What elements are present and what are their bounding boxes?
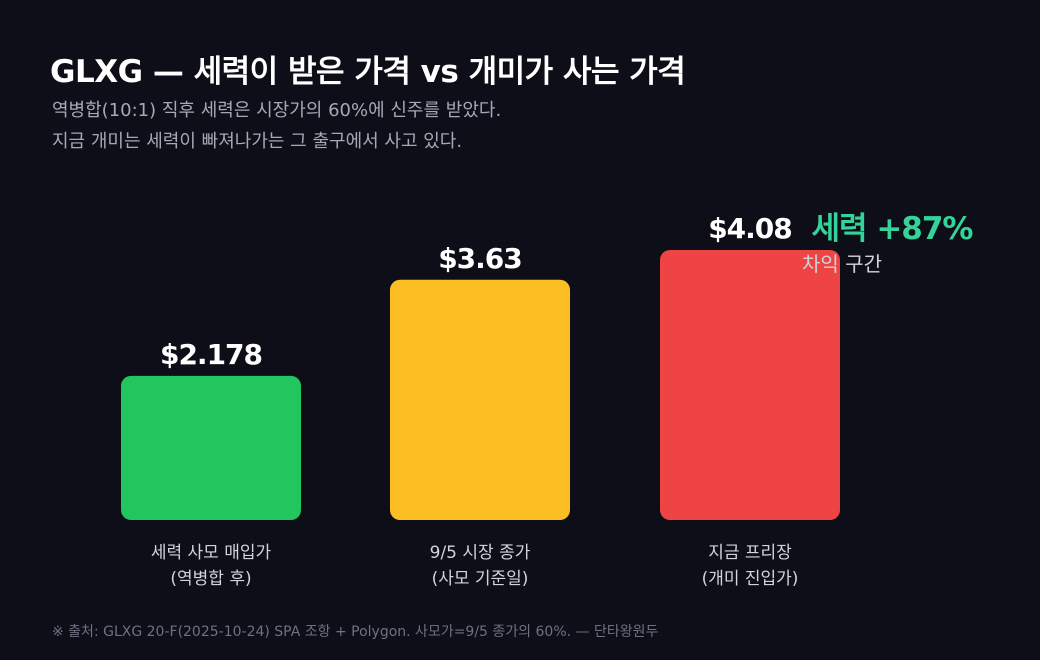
value-label-3: $4.08 [708, 212, 792, 245]
subtitle-line-1: 역병합(10:1) 직후 세력은 시장가의 60%에 신주를 받았다. [52, 100, 502, 121]
category-label-2-line-1: 9/5 시장 종가 [430, 543, 531, 563]
annotation-sublabel: 차익 구간 [802, 252, 882, 276]
annotation-label: 세력 +87% [811, 211, 973, 247]
category-label-3-line-1: 지금 프리장 [708, 543, 792, 563]
subtitle-line-2: 지금 개미는 세력이 빠져나가는 그 출구에서 사고 있다. [52, 131, 463, 152]
chart-title: GLXG — 세력이 받은 가격 vs 개미가 사는 가격 [50, 54, 686, 90]
source-footnote: ※ 출처: GLXG 20-F(2025-10-24) SPA 조항 + Pol… [52, 624, 659, 640]
category-label-1-line-2: (역병합 후) [170, 569, 251, 589]
category-label-3-line-2: (개미 진입가) [702, 569, 799, 589]
value-label-1: $2.178 [160, 338, 262, 371]
bar-3 [660, 250, 840, 520]
bar-2 [390, 279, 570, 520]
value-label-2: $3.63 [438, 242, 522, 275]
category-label-1-line-1: 세력 사모 매입가 [151, 543, 272, 563]
bar-1 [121, 375, 301, 520]
category-label-2-line-2: (사모 기준일) [432, 569, 529, 589]
